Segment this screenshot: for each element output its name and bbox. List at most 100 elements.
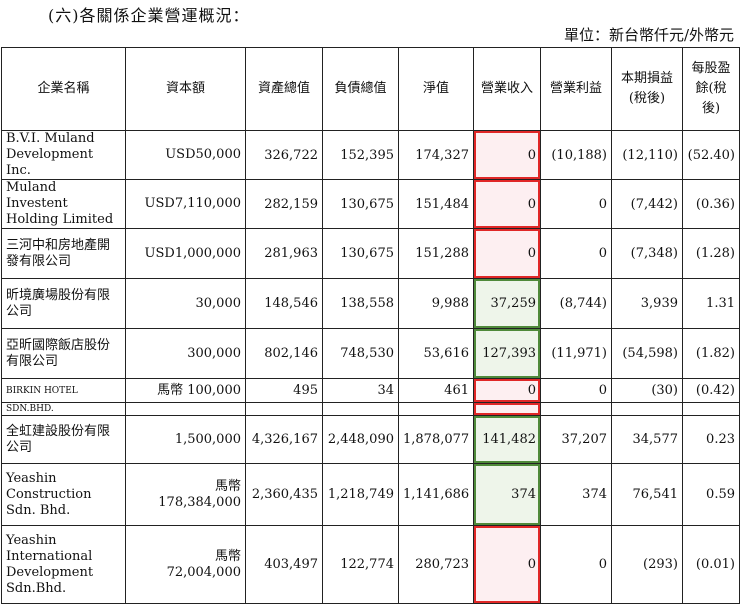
eps-cell: (0.01) xyxy=(682,525,740,604)
eps-cell: (1.28) xyxy=(682,228,740,279)
assets-cell: 326,722 xyxy=(245,130,323,180)
empty-cell xyxy=(398,402,474,416)
equity-cell: 9,988 xyxy=(398,278,474,329)
capital-value: 300,000 xyxy=(187,345,241,361)
table-row: 三河中和房地產開發有限公司 USD1,000,000 281,963 130,675 1… xyxy=(1,228,740,279)
capital-value: 178,384,000 xyxy=(158,494,241,510)
table-row: Muland Investent Holding Limited USD7,110… xyxy=(1,179,740,229)
capital-currency: 馬幣 xyxy=(214,548,241,564)
revenue-cell: 141,482 xyxy=(473,415,541,464)
company-name-cell: 三河中和房地產開發有限公司 xyxy=(1,228,126,279)
net-income-cell: 76,541 xyxy=(611,463,683,526)
eps-cell: (52.40) xyxy=(682,130,740,180)
capital-cell: USD7,110,000 xyxy=(125,179,246,229)
header-row: 企業名稱 資本額 資產總值 負債總值 淨值 營業收入 營業利益 本期損益(稅後)… xyxy=(1,47,740,131)
table-row-continuation: SDN.BHD. xyxy=(1,402,740,416)
liabilities-cell: 34 xyxy=(322,378,399,403)
assets-cell: 4,326,167 xyxy=(245,415,323,464)
equity-cell: 151,484 xyxy=(398,179,474,229)
capital-cell: 馬幣 72,004,000 xyxy=(125,525,246,604)
company-name-continuation: SDN.BHD. xyxy=(1,402,126,416)
eps-cell: (0.42) xyxy=(682,378,740,403)
company-name-cell: 全虹建設股份有限公司 xyxy=(1,415,126,464)
col-header-net-income: 本期損益(稅後) xyxy=(611,47,683,131)
equity-cell: 1,141,686 xyxy=(398,463,474,526)
col-header-capital: 資本額 xyxy=(125,47,246,131)
table-row: 亞昕國際飯店股份有限公司 300,000 802,146 748,530 53,616 1… xyxy=(1,328,740,379)
table-row: 全虹建設股份有限公司 1,500,000 4,326,167 2,448,090 1,8… xyxy=(1,415,740,464)
company-name-cell: B.V.I. Muland Development Inc. xyxy=(1,130,126,180)
assets-cell: 802,146 xyxy=(245,328,323,379)
eps-cell: (0.36) xyxy=(682,179,740,229)
liabilities-cell: 138,558 xyxy=(322,278,399,329)
net-income-cell: (54,598) xyxy=(611,328,683,379)
capital-cell: USD1,000,000 xyxy=(125,228,246,279)
op-income-cell: (10,188) xyxy=(540,130,612,180)
capital-value: USD1,000,000 xyxy=(144,245,241,261)
capital-value: USD50,000 xyxy=(165,147,241,162)
eps-cell: (1.82) xyxy=(682,328,740,379)
equity-cell: 174,327 xyxy=(398,130,474,180)
revenue-cell: 374 xyxy=(473,463,541,526)
revenue-cell: 0 xyxy=(473,179,541,229)
revenue-cell: 127,393 xyxy=(473,328,541,379)
empty-cell xyxy=(473,402,541,416)
op-income-cell: (8,744) xyxy=(540,278,612,329)
liabilities-cell: 130,675 xyxy=(322,228,399,279)
net-income-cell: 3,939 xyxy=(611,278,683,329)
op-income-cell: 0 xyxy=(540,525,612,604)
col-header-assets: 資產總值 xyxy=(245,47,323,131)
net-income-cell: (293) xyxy=(611,525,683,604)
company-name-cell: Muland Investent Holding Limited xyxy=(1,179,126,229)
capital-cell: 300,000 xyxy=(125,328,246,379)
liabilities-cell: 122,774 xyxy=(322,525,399,604)
capital-cell: 馬幣 178,384,000 xyxy=(125,463,246,526)
assets-cell: 495 xyxy=(245,378,323,403)
equity-cell: 151,288 xyxy=(398,228,474,279)
affiliates-table: 企業名稱 資本額 資產總值 負債總值 淨值 營業收入 營業利益 本期損益(稅後)… xyxy=(1,47,740,604)
capital-value: 馬幣 100,000 xyxy=(157,382,241,398)
table-row: Yeashin Construction Sdn. Bhd. 馬幣 178,384,… xyxy=(1,463,740,526)
op-income-cell: 374 xyxy=(540,463,612,526)
net-income-cell: (12,110) xyxy=(611,130,683,180)
col-header-op-income: 營業利益 xyxy=(540,47,612,131)
assets-cell: 2,360,435 xyxy=(245,463,323,526)
capital-cell: 馬幣 100,000 xyxy=(125,378,246,403)
liabilities-cell: 2,448,090 xyxy=(322,415,399,464)
table-row: Yeashin International Development Sdn.Bh… xyxy=(1,525,740,604)
empty-cell xyxy=(682,402,740,416)
table-row: B.V.I. Muland Development Inc. USD50,000 3… xyxy=(1,130,740,180)
assets-cell: 403,497 xyxy=(245,525,323,604)
col-header-revenue: 營業收入 xyxy=(473,47,541,131)
revenue-cell: 37,259 xyxy=(473,278,541,329)
net-income-cell: (7,442) xyxy=(611,179,683,229)
liabilities-cell: 748,530 xyxy=(322,328,399,379)
col-header-equity: 淨值 xyxy=(398,47,474,131)
revenue-cell: 0 xyxy=(473,130,541,180)
empty-cell xyxy=(125,402,246,416)
empty-cell xyxy=(245,402,323,416)
capital-value: USD7,110,000 xyxy=(144,196,241,211)
capital-value: 1,500,000 xyxy=(174,431,241,447)
equity-cell: 280,723 xyxy=(398,525,474,604)
liabilities-cell: 130,675 xyxy=(322,179,399,229)
op-income-cell: (11,971) xyxy=(540,328,612,379)
table-row: 昕境廣場股份有限公司 30,000 148,546 138,558 9,988 37,25… xyxy=(1,278,740,329)
assets-cell: 148,546 xyxy=(245,278,323,329)
unit-note: 單位：新台幣仟元/外幣元 xyxy=(563,26,734,44)
assets-cell: 282,159 xyxy=(245,179,323,229)
equity-cell: 53,616 xyxy=(398,328,474,379)
op-income-cell: 37,207 xyxy=(540,415,612,464)
company-name-cell: 昕境廣場股份有限公司 xyxy=(1,278,126,329)
liabilities-cell: 1,218,749 xyxy=(322,463,399,526)
net-income-cell: 34,577 xyxy=(611,415,683,464)
equity-cell: 461 xyxy=(398,378,474,403)
eps-cell: 0.59 xyxy=(682,463,740,526)
capital-cell: 30,000 xyxy=(125,278,246,329)
col-header-eps: 每股盈餘(稅後) xyxy=(682,47,740,131)
eps-cell: 1.31 xyxy=(682,278,740,329)
col-header-liabilities: 負債總值 xyxy=(322,47,399,131)
empty-cell xyxy=(540,402,612,416)
op-income-cell: 0 xyxy=(540,179,612,229)
eps-cell: 0.23 xyxy=(682,415,740,464)
